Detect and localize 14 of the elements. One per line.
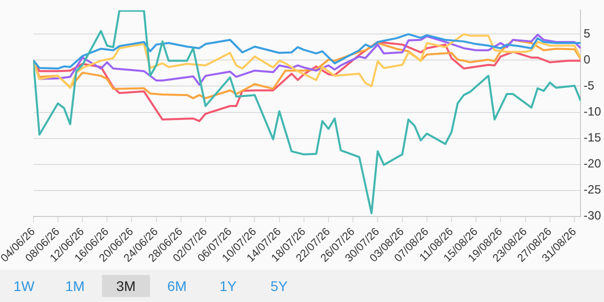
- text: 1Y: [218, 277, 238, 296]
- y-tick-label: -25: [584, 182, 602, 197]
- text: 1W: [12, 277, 36, 296]
- text: 1M: [64, 277, 86, 296]
- y-tick-label: 0: [584, 52, 591, 66]
- y-tick-label: -20: [584, 156, 602, 171]
- y-tick-label: -15: [584, 130, 602, 145]
- y-tick-label: -30: [584, 208, 602, 223]
- text: 6M: [166, 277, 188, 296]
- y-tick-label: -5: [584, 78, 595, 93]
- text: 3M: [102, 275, 150, 297]
- text: 5Y: [269, 277, 289, 296]
- y-tick-label: -10: [584, 104, 602, 119]
- y-tick-label: 5: [584, 26, 591, 40]
